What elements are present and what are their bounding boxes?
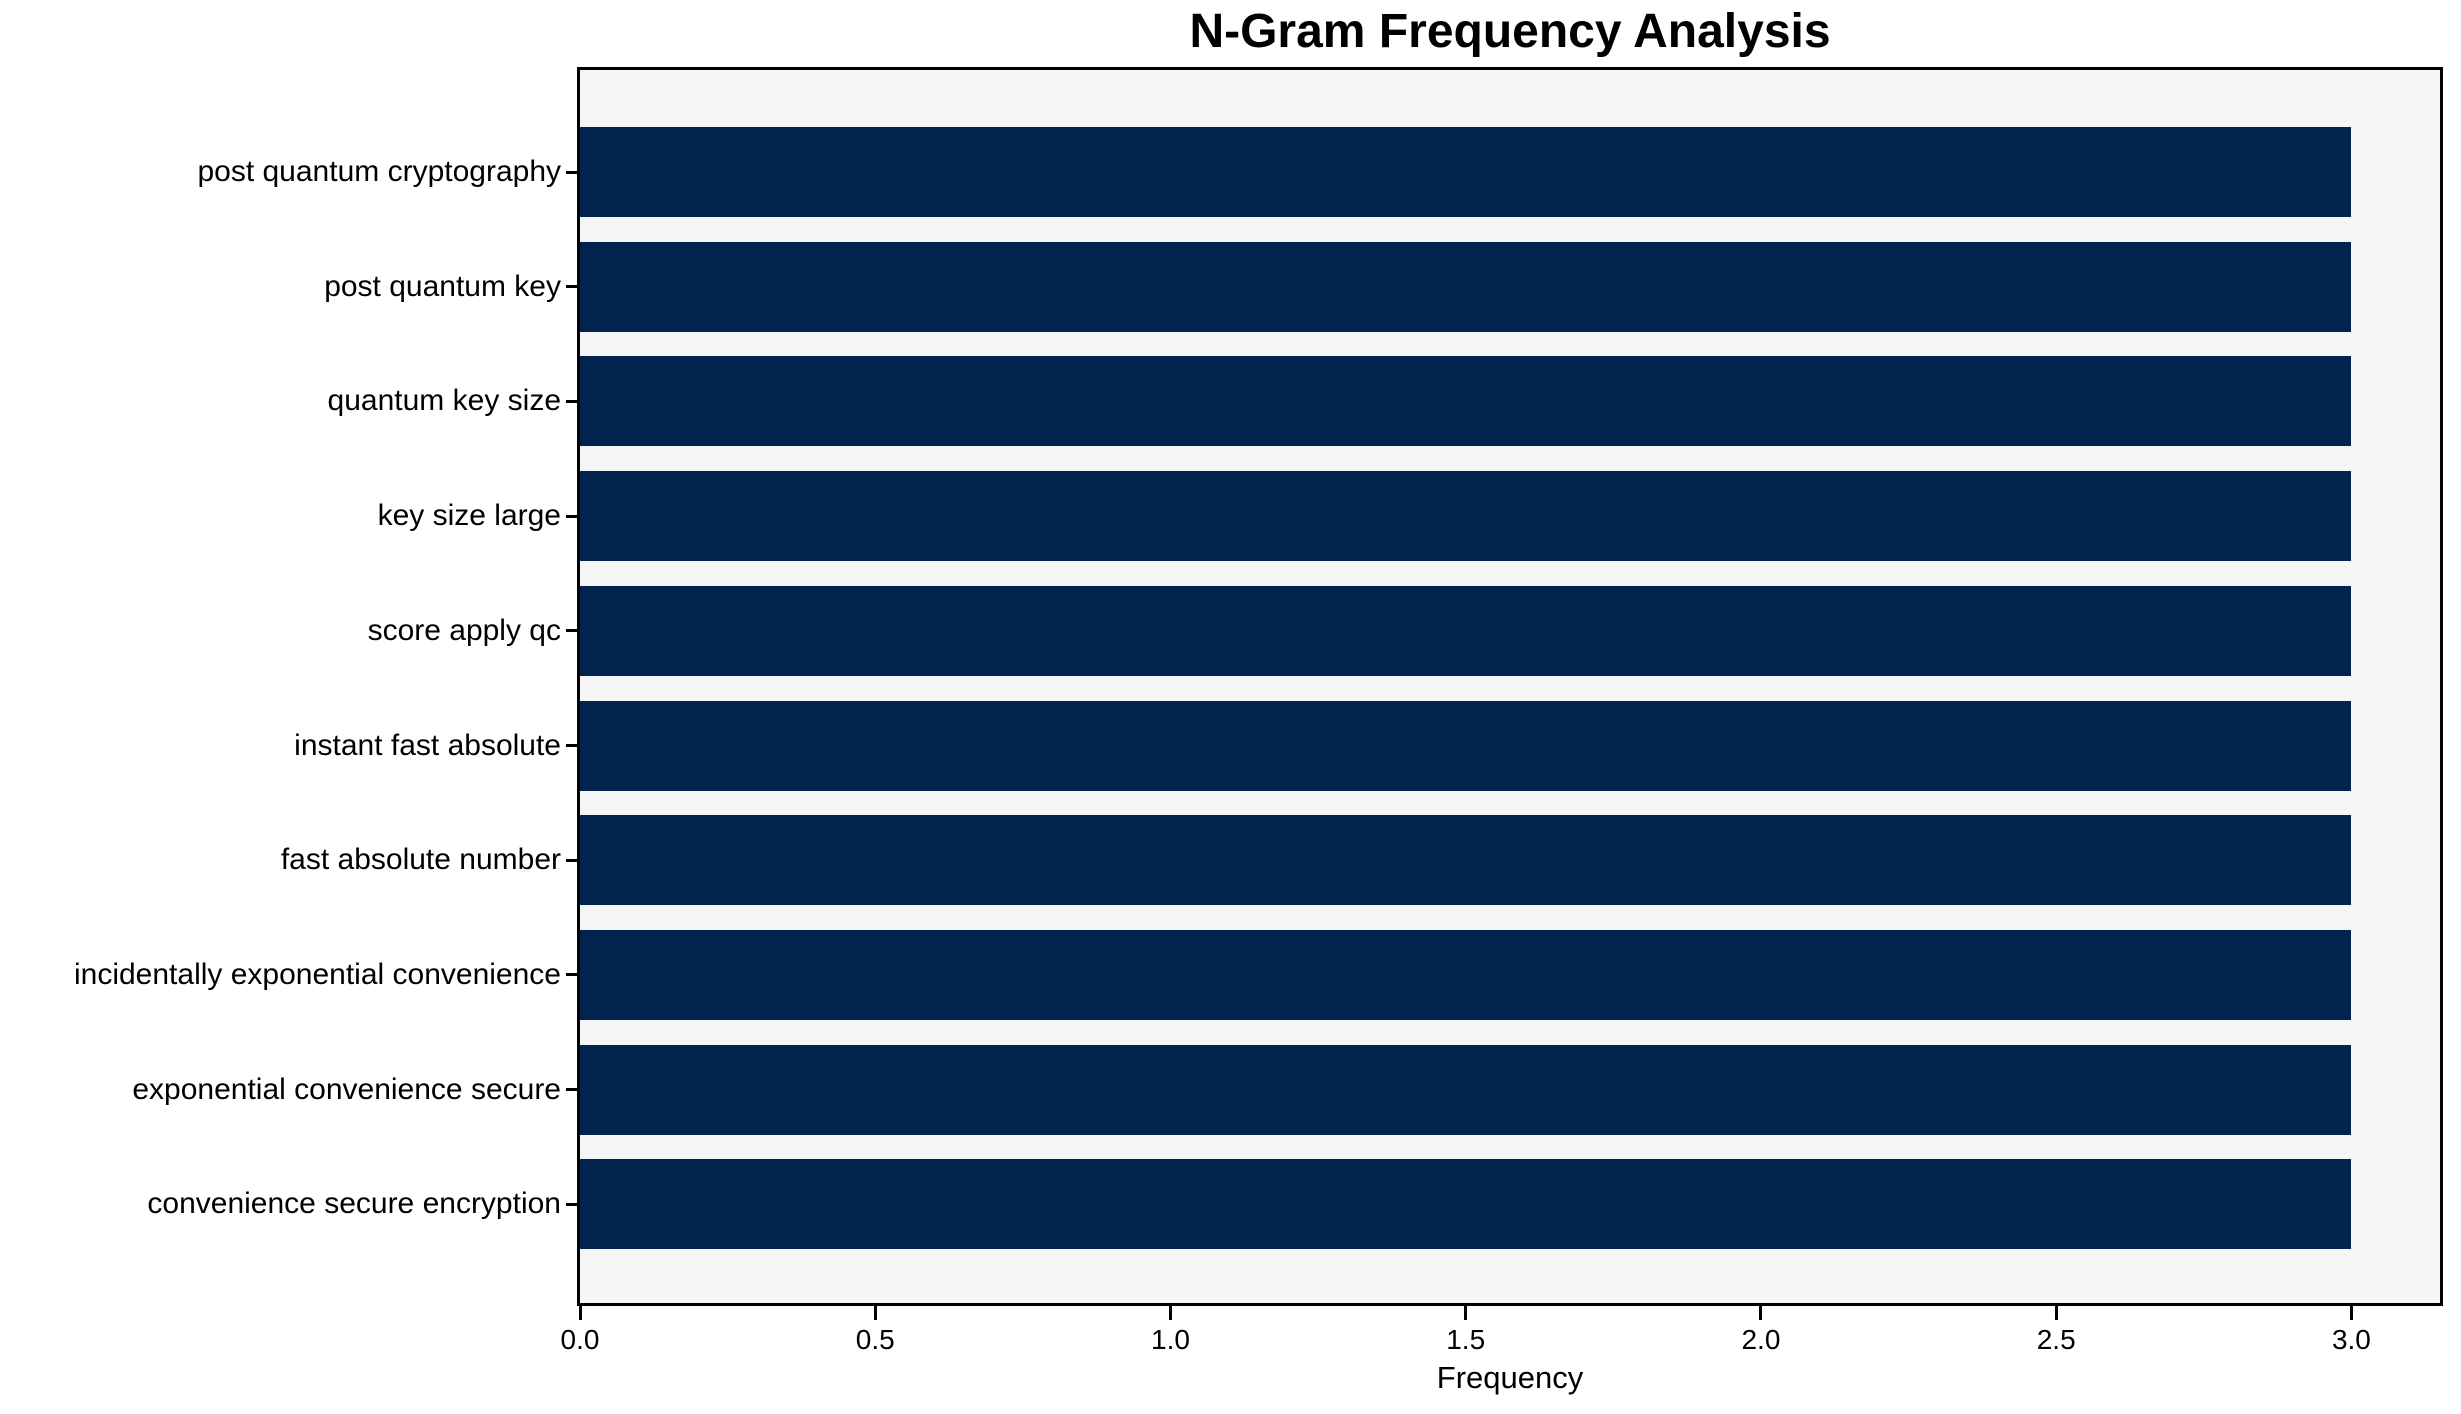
x-tick-label-6: 3.0 — [2331, 1324, 2371, 1355]
bar-1 — [580, 241, 2352, 332]
x-tick-5 — [2054, 1306, 2058, 1320]
y-label-1: post quantum key — [324, 269, 561, 303]
y-tick-9 — [566, 1202, 580, 1206]
y-label-2: quantum key size — [327, 384, 561, 418]
y-tick-2 — [566, 399, 580, 403]
bar-5 — [580, 700, 2352, 791]
x-tick-4 — [1759, 1306, 1763, 1320]
x-tick-1 — [873, 1306, 877, 1320]
bar-2 — [580, 356, 2352, 447]
x-tick-6 — [2349, 1306, 2353, 1320]
bar-8 — [580, 1044, 2352, 1135]
x-tick-label-1: 0.5 — [855, 1324, 895, 1355]
y-tick-5 — [566, 744, 580, 747]
y-label-3: key size large — [377, 499, 561, 533]
x-tick-label-2: 1.0 — [1151, 1324, 1190, 1355]
x-tick-label-4: 2.0 — [1741, 1324, 1781, 1355]
x-tick-0 — [578, 1306, 582, 1320]
y-tick-3 — [566, 514, 580, 518]
bar-0 — [580, 127, 2352, 217]
x-tick-3 — [1464, 1306, 1468, 1320]
bar-6 — [580, 815, 2352, 906]
y-tick-0 — [566, 170, 580, 174]
x-tick-2 — [1168, 1306, 1172, 1320]
x-tick-label-3: 1.5 — [1446, 1324, 1486, 1355]
plot-area — [577, 67, 2443, 1306]
bar-9 — [580, 1159, 2352, 1250]
x-axis-title: Frequency — [1436, 1360, 1584, 1395]
y-label-5: instant fast absolute — [294, 728, 561, 762]
chart-title: N-Gram Frequency Analysis — [1189, 5, 1831, 58]
y-label-8: exponential convenience secure — [132, 1072, 561, 1106]
y-tick-7 — [566, 973, 580, 977]
bar-4 — [580, 585, 2352, 676]
y-tick-6 — [566, 858, 580, 862]
y-tick-8 — [566, 1088, 580, 1092]
y-tick-4 — [566, 629, 580, 633]
y-label-7: incidentally exponential convenience — [73, 957, 561, 991]
bar-3 — [580, 471, 2352, 562]
bar-7 — [580, 929, 2352, 1020]
y-label-0: post quantum cryptography — [197, 155, 561, 188]
y-label-6: fast absolute number — [280, 843, 561, 877]
x-tick-label-5: 2.5 — [2036, 1324, 2076, 1355]
y-tick-1 — [566, 285, 580, 289]
x-tick-label-0: 0.0 — [560, 1324, 600, 1355]
y-label-4: score apply qc — [367, 613, 561, 647]
y-label-9: convenience secure encryption — [147, 1187, 561, 1221]
